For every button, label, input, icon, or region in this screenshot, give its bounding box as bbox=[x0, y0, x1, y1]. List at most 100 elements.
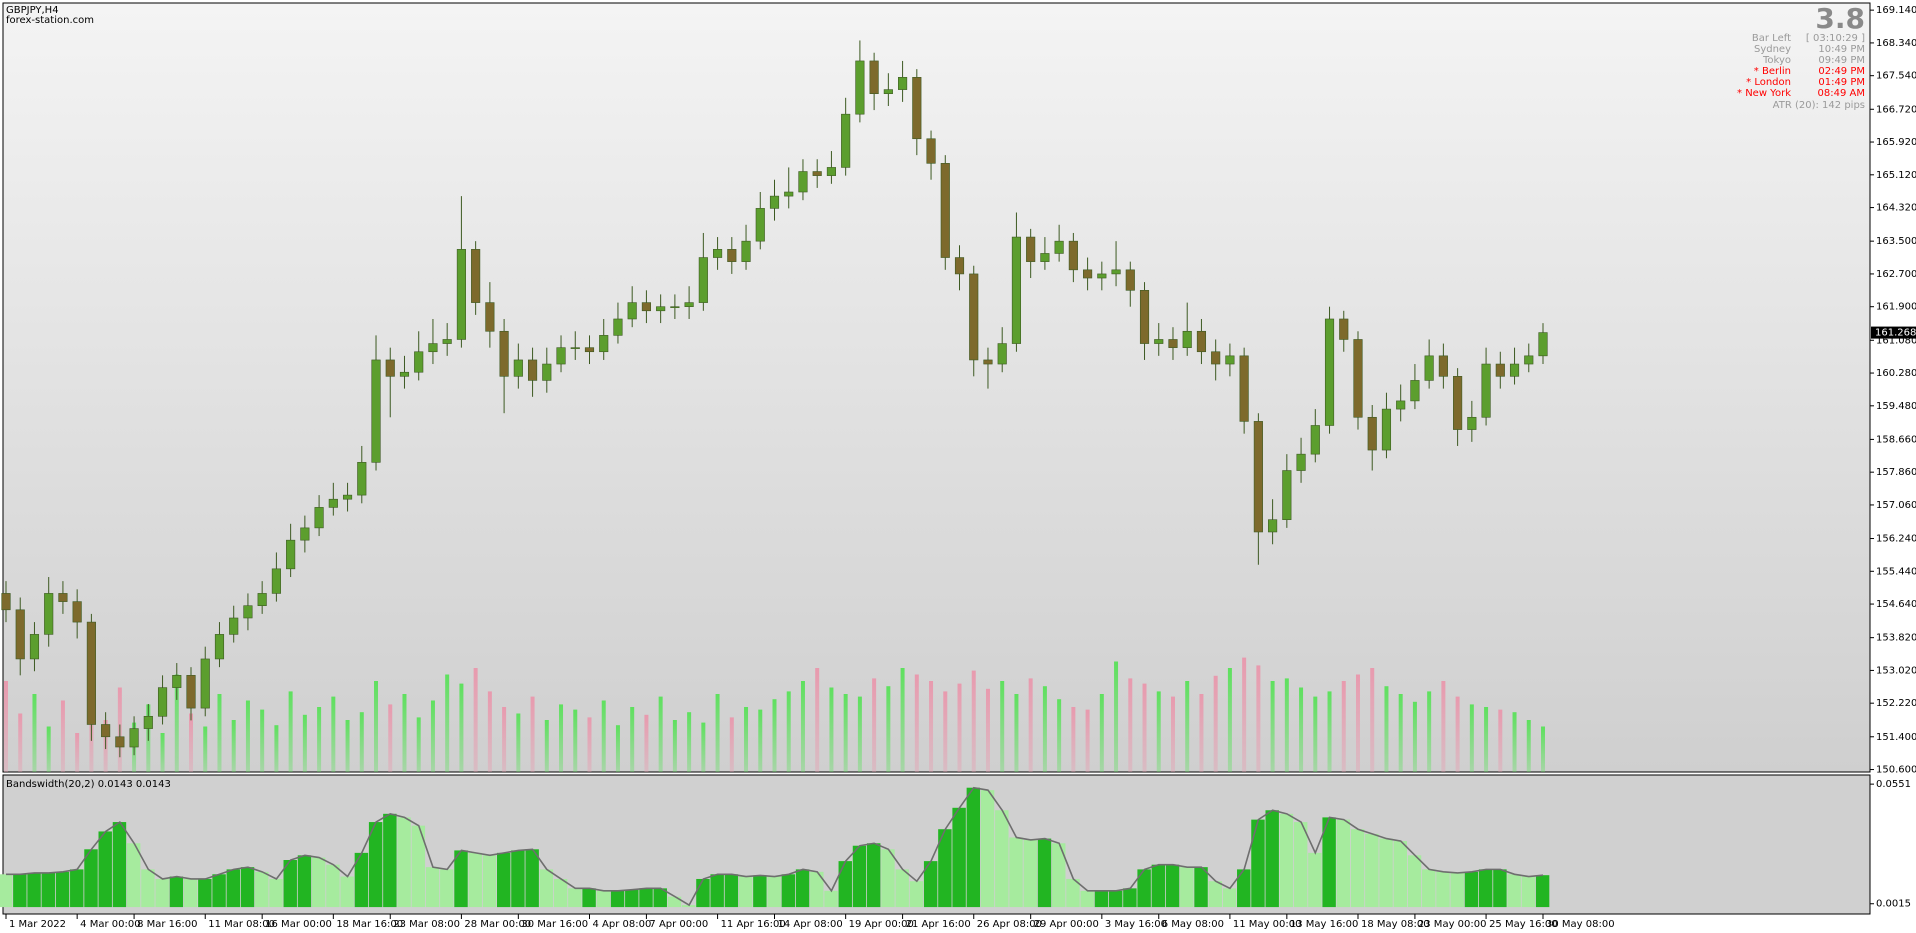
volume-bar bbox=[245, 700, 250, 772]
candle-body bbox=[741, 240, 751, 262]
volume-bar bbox=[1057, 699, 1062, 772]
bandwidth-bar bbox=[639, 888, 653, 908]
candle-body bbox=[1481, 363, 1491, 418]
volume-bar bbox=[1128, 678, 1133, 772]
bandwidth-bar bbox=[126, 843, 141, 908]
volume-bar bbox=[1099, 694, 1104, 772]
bandwidth-bar bbox=[1436, 871, 1450, 908]
candle-body bbox=[214, 634, 225, 660]
volume-bar bbox=[800, 681, 805, 772]
volume-bar bbox=[1299, 687, 1304, 772]
candle-body bbox=[527, 359, 538, 381]
candle-body bbox=[1353, 339, 1363, 418]
candle-body bbox=[1410, 380, 1420, 402]
bandwidth-bar bbox=[1308, 852, 1322, 908]
bandwidth-bar bbox=[881, 849, 895, 908]
candle-body bbox=[898, 77, 908, 90]
candle-body bbox=[15, 609, 25, 660]
volume-bar bbox=[231, 720, 236, 772]
bandwidth-bar bbox=[553, 878, 568, 908]
bandwidth-bar bbox=[1336, 819, 1351, 908]
bandwidth-bar bbox=[1194, 867, 1208, 908]
bandwidth-bar bbox=[1322, 817, 1336, 908]
y-tick-label: 169.140 bbox=[1876, 5, 1916, 16]
volume-bar bbox=[217, 694, 222, 772]
y-tick-label: 151.400 bbox=[1876, 732, 1916, 743]
bandwidth-bar bbox=[1535, 875, 1550, 908]
y-tick-label: 0.0551 bbox=[1876, 779, 1911, 790]
candle-body bbox=[983, 359, 993, 365]
bandwidth-bar bbox=[326, 864, 340, 908]
x-tick-label: 4 Mar 00:00 bbox=[80, 919, 140, 930]
volume-bar bbox=[929, 681, 934, 772]
candle-body bbox=[471, 249, 481, 303]
bandwidth-bar bbox=[1208, 881, 1222, 908]
bandwidth-bar bbox=[867, 843, 881, 908]
bandwidth-bar bbox=[368, 822, 383, 908]
volume-bar bbox=[260, 709, 265, 772]
volume-bar bbox=[943, 691, 948, 772]
volume-bar bbox=[1484, 707, 1489, 772]
volume-bar bbox=[1541, 726, 1545, 772]
x-tick-label: 30 Mar 16:00 bbox=[521, 919, 588, 930]
volume-bar bbox=[587, 717, 592, 772]
bandwidth-bar bbox=[496, 852, 511, 908]
candle-body bbox=[1211, 351, 1221, 365]
x-tick-label: 3 May 16:00 bbox=[1105, 919, 1167, 930]
candle-body bbox=[271, 568, 281, 594]
volume-bar bbox=[1398, 694, 1403, 772]
x-tick-label: 8 Mar 16:00 bbox=[137, 919, 197, 930]
volume-bar bbox=[1000, 681, 1005, 772]
x-tick-label: 7 Apr 00:00 bbox=[649, 919, 708, 930]
volume-bar bbox=[957, 683, 962, 772]
bandwidth-bar bbox=[568, 888, 582, 908]
volume-bar bbox=[1313, 696, 1318, 772]
bandwidth-bar bbox=[1066, 878, 1080, 908]
candle-body bbox=[328, 498, 338, 508]
y-tick-label: 160.280 bbox=[1876, 368, 1916, 379]
plot-layer bbox=[0, 40, 1550, 908]
spread-value: 3.8 bbox=[1815, 2, 1865, 35]
volume-bar bbox=[1213, 675, 1218, 772]
info-label: * Berlin bbox=[1754, 66, 1791, 77]
candle-body bbox=[428, 343, 438, 353]
bandwidth-bar bbox=[1094, 890, 1109, 908]
candle-body bbox=[101, 724, 111, 738]
x-tick-label: 21 Apr 16:00 bbox=[906, 919, 971, 930]
volume-bar bbox=[701, 722, 706, 772]
candle-body bbox=[926, 138, 936, 164]
candle-body bbox=[371, 359, 381, 463]
volume-bar bbox=[388, 704, 393, 772]
bandwidth-bar bbox=[738, 876, 753, 908]
volume-bar bbox=[402, 694, 407, 772]
volume-bar bbox=[174, 674, 179, 772]
candle-body bbox=[442, 339, 452, 344]
y-tick-label: 157.860 bbox=[1876, 467, 1916, 478]
volume-bar bbox=[772, 699, 777, 772]
candle-body bbox=[670, 306, 680, 308]
candle-body bbox=[513, 359, 523, 377]
bandwidth-bar bbox=[1251, 819, 1265, 908]
candle-body bbox=[1282, 470, 1292, 520]
bandwidth-bar bbox=[539, 869, 554, 908]
candle-body bbox=[115, 736, 125, 748]
candle-body bbox=[997, 343, 1007, 365]
site-label: forex-station.com bbox=[6, 15, 94, 26]
candle-body bbox=[599, 335, 609, 353]
candle-body bbox=[300, 527, 310, 541]
volume-bar bbox=[1014, 694, 1019, 772]
volume-bar bbox=[1142, 683, 1147, 772]
volume-bar bbox=[1341, 681, 1346, 772]
info-value: [ 03:10:29 ] bbox=[1806, 33, 1865, 44]
bandwidth-bar bbox=[1265, 810, 1279, 908]
bandwidth-bar bbox=[240, 867, 255, 908]
price-tag bbox=[1871, 326, 1916, 339]
candle-body bbox=[314, 507, 324, 529]
bandwidth-bar bbox=[55, 871, 70, 908]
bandwidth-bar bbox=[1365, 833, 1379, 908]
volume-bar bbox=[430, 700, 435, 772]
volume-bar bbox=[473, 668, 478, 772]
info-label: Sydney bbox=[1754, 44, 1791, 55]
bandwidth-bar bbox=[980, 790, 995, 908]
